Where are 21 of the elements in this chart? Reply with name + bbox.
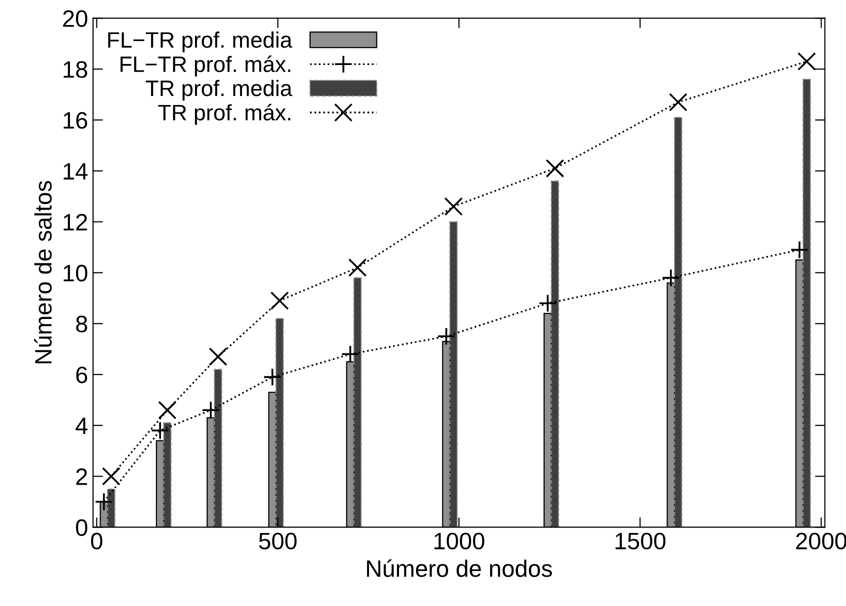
y-tick-label: 0 [76,519,88,536]
x-tick-label: 1500 [616,532,666,550]
x-axis-title: Número de nodos [367,559,552,577]
y-axis-title: Número de saltos [34,181,52,364]
y-tick-label: 6 [76,366,88,384]
legend-label: FL−TR prof. máx. [120,56,290,77]
x-tick-label: 500 [259,532,297,550]
legend-label: TR prof. media [146,80,292,101]
x-tick-label: 0 [91,532,102,550]
y-tick-label: 18 [64,61,88,78]
legend-label: TR prof. máx. [158,104,290,125]
y-tick-label: 4 [76,418,88,434]
legend-label: FL−TR prof. media [108,32,292,52]
y-tick-label: 20 [63,10,88,27]
y-tick-label: 16 [64,112,88,129]
y-tick-label: 2 [76,468,88,485]
y-tick-label: 8 [76,316,88,332]
x-tick-label: 1000 [434,532,484,550]
y-tick-label: 10 [64,264,88,282]
y-tick-label: 12 [64,214,88,230]
y-tick-label: 14 [64,163,88,180]
